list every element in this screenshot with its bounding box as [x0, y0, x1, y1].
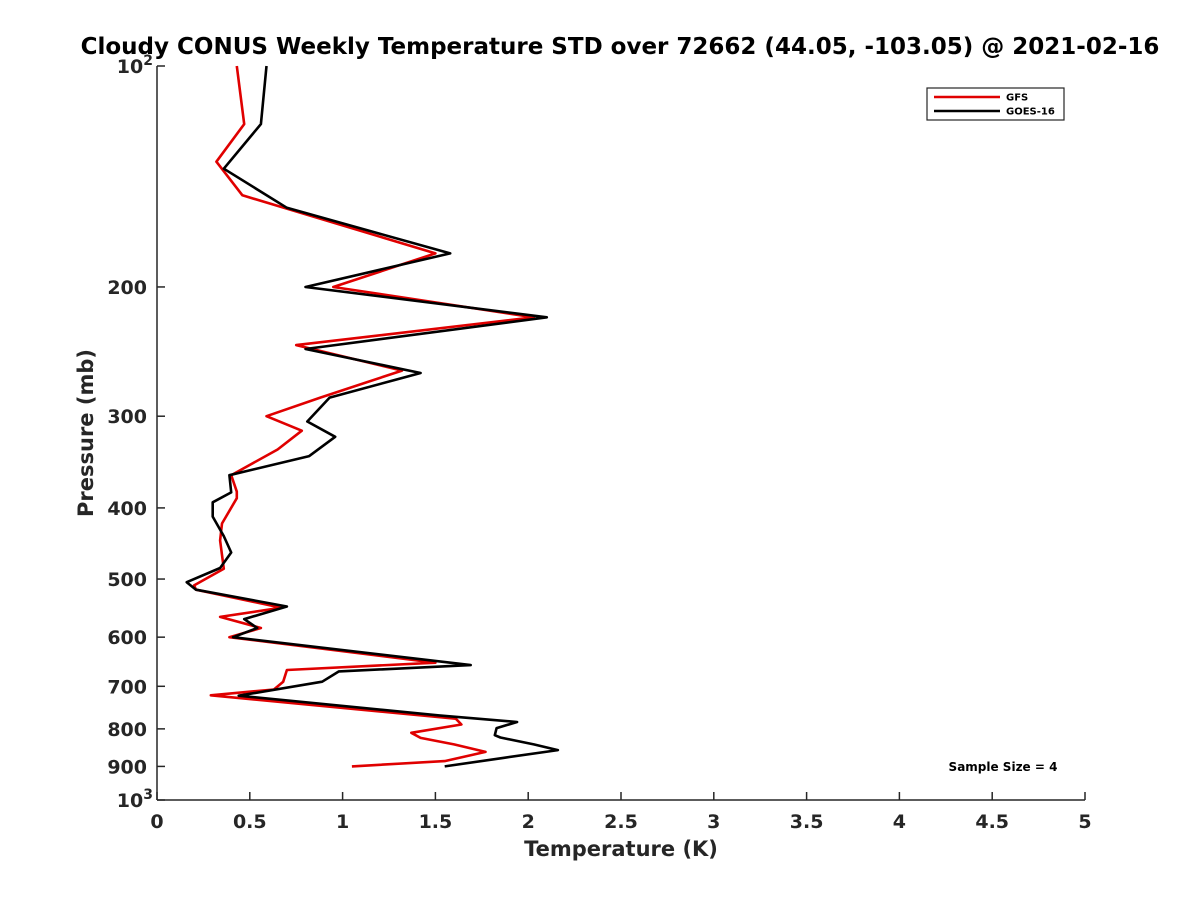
series-layer	[185, 65, 560, 768]
x-tick-label: 5	[1078, 811, 1091, 833]
y-tick-label: 102	[117, 53, 153, 78]
sample-size-annotation: Sample Size = 4	[949, 760, 1058, 774]
y-tick-label: 900	[107, 756, 147, 778]
y-tick-label: 500	[107, 569, 147, 591]
series-line-gfs	[192, 65, 536, 768]
x-tick-label: 4	[893, 811, 906, 833]
x-tick-label: 3	[707, 811, 720, 833]
series-line-goes-16	[185, 65, 560, 768]
x-axis-label: Temperature (K)	[524, 837, 718, 861]
plot-area: 0 0.5 1 1.5 2 2.5 3 3.5 4 4.5 5 102 200 300 400 500 600…	[107, 53, 1091, 833]
x-tick-label: 2	[522, 811, 535, 833]
y-tick-label: 700	[107, 676, 147, 698]
x-tick-label: 4.5	[975, 811, 1009, 833]
x-tick-label: 0.5	[233, 811, 267, 833]
y-tick-label: 800	[107, 719, 147, 741]
x-tick-label: 2.5	[604, 811, 638, 833]
x-tick-label: 0	[150, 811, 163, 833]
legend-label-gfs: GFS	[1006, 93, 1028, 104]
y-tick-label: 200	[107, 277, 147, 299]
legend-label-goes-16: GOES-16	[1006, 107, 1055, 118]
y-tick-label: 400	[107, 498, 147, 520]
legend: GFS GOES-16	[926, 87, 1065, 121]
x-tick-label: 1	[336, 811, 349, 833]
legend-entries: GFS GOES-16	[934, 93, 1055, 118]
chart-title: Cloudy CONUS Weekly Temperature STD over…	[81, 34, 1160, 60]
x-tick-label: 3.5	[790, 811, 824, 833]
x-tick-label: 1.5	[419, 811, 453, 833]
x-ticks: 0 0.5 1 1.5 2 2.5 3 3.5 4 4.5 5	[150, 792, 1092, 833]
y-axis-label: Pressure (mb)	[74, 349, 98, 517]
y-ticks: 102 200 300 400 500 600 700 800 900 103	[107, 53, 165, 812]
y-tick-label: 600	[107, 627, 147, 649]
legend-box	[926, 87, 1065, 121]
y-tick-label: 103	[117, 787, 153, 812]
y-tick-label: 300	[107, 406, 147, 428]
